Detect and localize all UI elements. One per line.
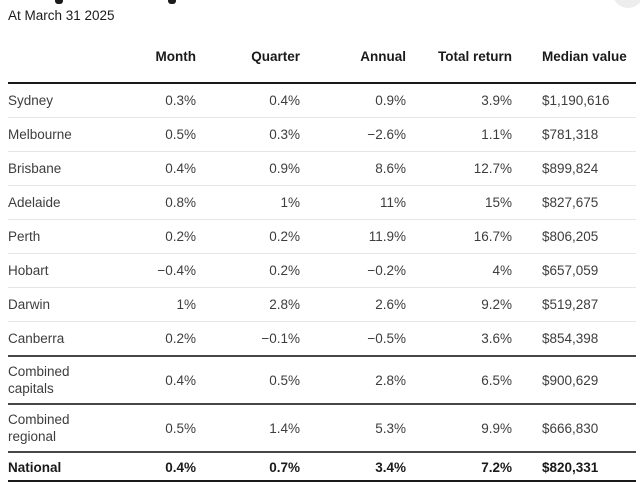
- cell-median-value: $900,629: [542, 372, 599, 388]
- cell-month: 1%: [176, 297, 196, 312]
- cell-annual: 0.9%: [375, 93, 406, 108]
- cell-month: 0.4%: [165, 161, 196, 176]
- cell-median-value: $657,059: [542, 263, 599, 278]
- cell-month: 0.4%: [165, 460, 196, 475]
- cell-quarter: 0.4%: [269, 93, 300, 108]
- report-date-subtitle: At March 31 2025: [8, 8, 115, 23]
- cell-total-return: 9.2%: [481, 297, 512, 312]
- cell-month: 0.5%: [165, 420, 196, 436]
- cell-quarter: 0.9%: [269, 161, 300, 176]
- cell-quarter: 0.2%: [269, 229, 300, 244]
- cell-quarter: 0.2%: [269, 263, 300, 278]
- table-row-melbourne: Melbourne 0.5% 0.3% −2.6% 1.1% $781,318: [8, 118, 636, 152]
- table-row-adelaide: Adelaide 0.8% 1% 11% 15% $827,675: [8, 186, 636, 220]
- info-button-cropped[interactable]: [613, 0, 640, 8]
- cell-month: 0.2%: [165, 331, 196, 346]
- table-row-national: National 0.4% 0.7% 3.4% 7.2% $820,331: [8, 452, 636, 481]
- cell-total-return: 4%: [492, 263, 512, 278]
- row-label: Sydney: [8, 93, 54, 108]
- table-row-brisbane: Brisbane 0.4% 0.9% 8.6% 12.7% $899,824: [8, 152, 636, 186]
- cell-annual: 8.6%: [375, 161, 406, 176]
- cell-total-return: 12.7%: [473, 161, 512, 176]
- table-row-combined-capitals: Combined capitals 0.4% 0.5% 2.8% 6.5% $9…: [8, 356, 636, 404]
- cell-median-value: $820,331: [542, 460, 599, 475]
- cell-total-return: 3.9%: [481, 93, 512, 108]
- column-header-month: Month: [155, 49, 196, 64]
- clipped-title-text: [168, 0, 176, 4]
- cell-median-value: $827,675: [542, 195, 599, 210]
- column-header-annual: Annual: [360, 49, 406, 64]
- column-header-quarter: Quarter: [251, 49, 300, 64]
- cell-total-return: 6.5%: [481, 372, 512, 388]
- row-label: Combined capitals: [8, 364, 70, 396]
- cell-quarter: 0.5%: [269, 372, 300, 388]
- row-label: Canberra: [8, 331, 65, 346]
- cell-annual: −0.2%: [367, 263, 406, 278]
- column-header-total-return: Total return: [438, 49, 512, 64]
- cell-median-value: $666,830: [542, 420, 599, 436]
- row-label: Darwin: [8, 297, 51, 312]
- cell-quarter: 1.4%: [269, 420, 300, 436]
- table-row-combined-regional: Combined regional 0.5% 1.4% 5.3% 9.9% $6…: [8, 404, 636, 452]
- cell-median-value: $781,318: [542, 127, 599, 142]
- row-label: Combined regional: [8, 412, 70, 444]
- row-label: Hobart: [8, 263, 49, 278]
- cell-total-return: 7.2%: [481, 460, 512, 475]
- cell-annual: 11%: [379, 195, 406, 210]
- cell-annual: −0.5%: [367, 331, 406, 346]
- row-label: Brisbane: [8, 161, 62, 176]
- cell-month: 0.3%: [165, 93, 196, 108]
- row-label: Melbourne: [8, 127, 72, 142]
- cell-quarter: −0.1%: [261, 331, 300, 346]
- cell-total-return: 15%: [484, 195, 512, 210]
- cell-annual: −2.6%: [367, 127, 406, 142]
- cell-month: 0.8%: [165, 195, 196, 210]
- cell-median-value: $1,190,616: [542, 93, 610, 108]
- cell-total-return: 16.7%: [473, 229, 512, 244]
- cell-median-value: $806,205: [542, 229, 599, 244]
- row-label: National: [8, 460, 62, 475]
- row-label: Adelaide: [8, 195, 61, 210]
- cell-median-value: $899,824: [542, 161, 599, 176]
- cell-quarter: 0.3%: [269, 127, 300, 142]
- table-row-hobart: Hobart −0.4% 0.2% −0.2% 4% $657,059: [8, 254, 636, 288]
- cell-median-value: $519,287: [542, 297, 599, 312]
- cell-total-return: 3.6%: [481, 331, 512, 346]
- dwelling-values-table: Month Quarter Annual Total return Median…: [8, 44, 636, 482]
- cell-month: −0.4%: [157, 263, 196, 278]
- cell-month: 0.5%: [165, 127, 196, 142]
- clipped-title-text: [55, 0, 63, 4]
- cell-total-return: 9.9%: [481, 420, 512, 436]
- cell-total-return: 1.1%: [481, 127, 512, 142]
- cell-annual: 11.9%: [368, 229, 406, 244]
- cell-annual: 2.8%: [375, 372, 406, 388]
- cell-median-value: $854,398: [542, 331, 599, 346]
- row-label: Perth: [8, 229, 41, 244]
- cell-annual: 5.3%: [375, 420, 406, 436]
- table-row-sydney: Sydney 0.3% 0.4% 0.9% 3.9% $1,190,616: [8, 83, 636, 118]
- cell-month: 0.2%: [165, 229, 196, 244]
- column-header-median-value: Median value: [542, 49, 627, 64]
- cell-quarter: 1%: [280, 195, 300, 210]
- column-header-region: [8, 44, 103, 83]
- table-row-perth: Perth 0.2% 0.2% 11.9% 16.7% $806,205: [8, 220, 636, 254]
- cell-annual: 3.4%: [375, 460, 406, 475]
- table-row-canberra: Canberra 0.2% −0.1% −0.5% 3.6% $854,398: [8, 322, 636, 356]
- table-header-row: Month Quarter Annual Total return Median…: [8, 44, 636, 83]
- cell-month: 0.4%: [165, 372, 196, 388]
- cell-quarter: 2.8%: [269, 297, 300, 312]
- cell-quarter: 0.7%: [269, 460, 300, 475]
- cell-annual: 2.6%: [375, 297, 406, 312]
- table-row-darwin: Darwin 1% 2.8% 2.6% 9.2% $519,287: [8, 288, 636, 322]
